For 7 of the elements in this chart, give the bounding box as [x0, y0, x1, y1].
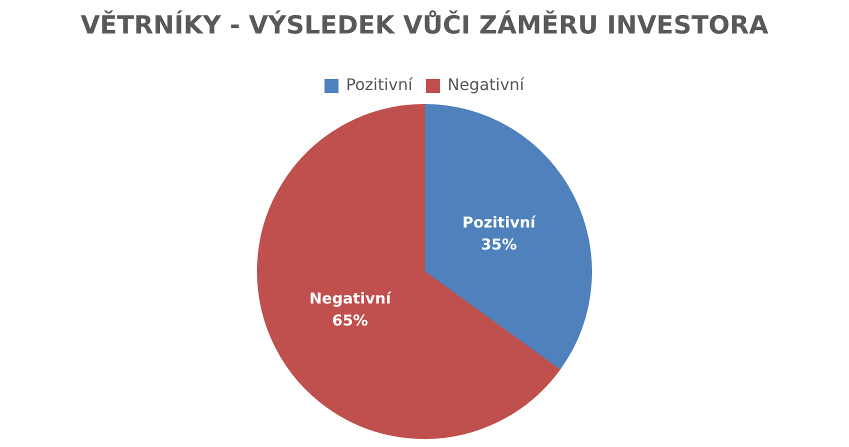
slice-label: Pozitivní [462, 213, 536, 232]
legend-label: Negativní [447, 75, 525, 94]
slice-label: Negativní [309, 289, 392, 308]
data-label: 35% [480, 235, 517, 254]
legend-label: Pozitivní [346, 75, 414, 94]
chart-title: VĚTRNÍKY - VÝSLEDEK VŮČI ZÁMĚRU INVESTORA [80, 10, 770, 40]
data-label: 65% [332, 311, 368, 330]
